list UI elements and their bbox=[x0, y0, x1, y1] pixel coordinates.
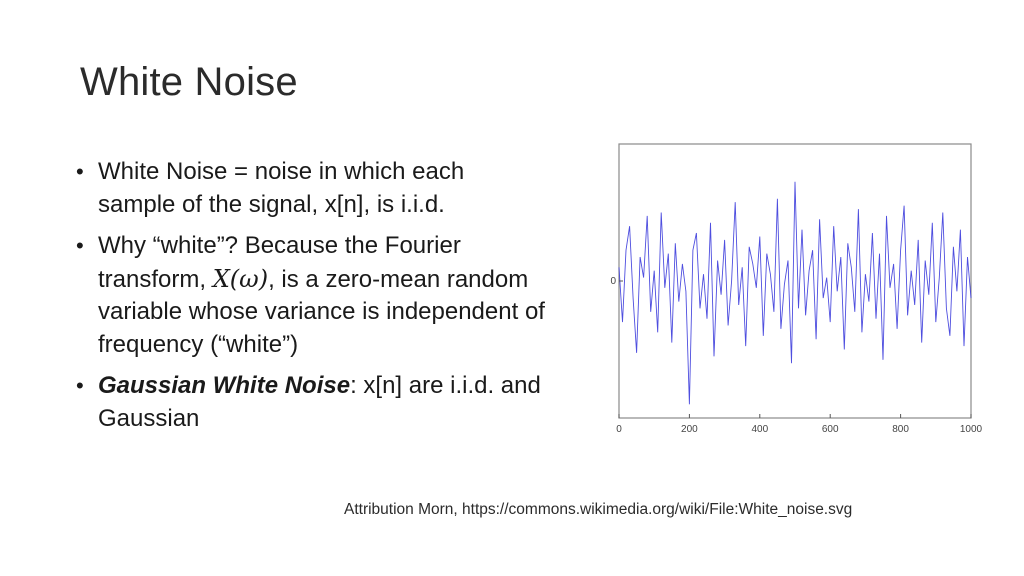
bullet-text-post: , is a zero-mean random variable whose v… bbox=[98, 265, 545, 358]
math-expression: X(ω) bbox=[212, 264, 269, 293]
slide-title: White Noise bbox=[80, 60, 298, 104]
bullet-list: White Noise = noise in which each sample… bbox=[76, 156, 546, 444]
series-line bbox=[618, 181, 972, 405]
x-tick-label: 800 bbox=[892, 424, 909, 435]
bullet-item: Gaussian White Noise: x[n] are i.i.d. an… bbox=[76, 370, 546, 435]
attribution-text: Attribution Morn, https://commons.wikime… bbox=[344, 501, 853, 518]
x-tick-label: 200 bbox=[681, 424, 698, 435]
x-tick-label: 400 bbox=[751, 424, 768, 435]
bullet-item: White Noise = noise in which each sample… bbox=[76, 156, 546, 221]
bullet-emphasis: Gaussian White Noise bbox=[98, 372, 351, 399]
y-tick-label: 0 bbox=[610, 276, 616, 287]
bullet-text-post: : x[n] are i.i.d. and Gaussian bbox=[98, 372, 541, 432]
x-tick-label: 1000 bbox=[960, 424, 983, 435]
x-tick-label: 600 bbox=[822, 424, 839, 435]
bullet-item: Why “white”? Because the Fourier transfo… bbox=[76, 230, 546, 361]
x-tick-label: 0 bbox=[616, 424, 622, 435]
bullet-text-pre: Why “white”? Because the Fourier transfo… bbox=[98, 232, 461, 293]
white-noise-chart: 0 200 400 600 800 1000 0 bbox=[610, 143, 983, 435]
bullet-text: White Noise = noise in which each sample… bbox=[98, 158, 465, 218]
